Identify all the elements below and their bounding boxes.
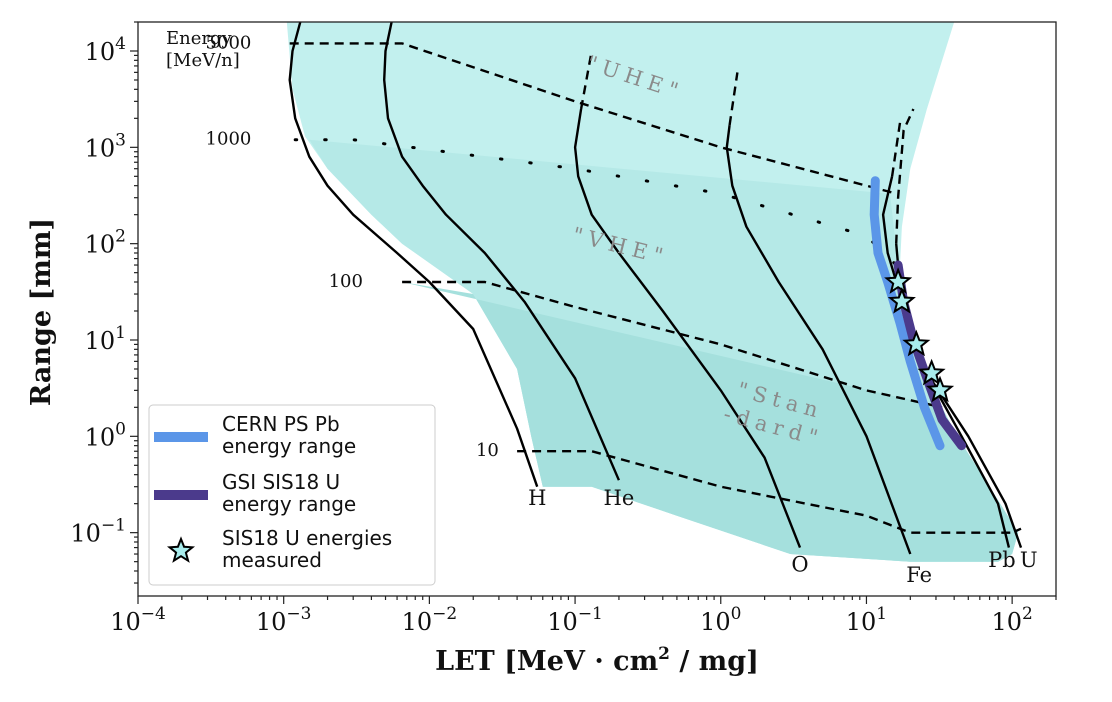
x-tick-label: 10−1 bbox=[547, 604, 603, 636]
measured-star-0 bbox=[884, 267, 913, 294]
particle-curve-dashed-U bbox=[895, 108, 915, 244]
particle-label-H: H bbox=[528, 486, 546, 510]
energy-header-line-0: Energy bbox=[166, 28, 233, 49]
particle-curve-dashed-Pb bbox=[890, 122, 902, 177]
particle-curve-Fe bbox=[725, 124, 912, 555]
energy-label-1000: 1000 bbox=[206, 129, 252, 150]
particle-label-Pb: Pb bbox=[988, 548, 1016, 572]
measured-star-3 bbox=[917, 358, 946, 386]
particle-curve-dashed-O bbox=[579, 50, 593, 110]
x-axis-label: LET [MeV · cm2 / mg] bbox=[435, 644, 759, 677]
y-tick-label: 10−1 bbox=[70, 516, 126, 548]
x-tick-label: 10−2 bbox=[402, 604, 458, 636]
particle-curve-H bbox=[288, 22, 539, 488]
measured-star-1 bbox=[887, 286, 916, 314]
particle-label-U: U bbox=[1020, 548, 1038, 572]
x-tick-label: 102 bbox=[991, 604, 1032, 636]
y-axis-label: Range [mm] bbox=[26, 218, 57, 406]
particle-label-He: He bbox=[604, 486, 635, 510]
legend-swatch-1 bbox=[154, 490, 208, 500]
legend-label-0: CERN PS Pb energy range bbox=[222, 412, 356, 458]
energy-line-100 bbox=[402, 280, 943, 409]
plot-frame bbox=[137, 21, 1057, 597]
particle-label-Fe: Fe bbox=[906, 563, 932, 587]
x-axis-label-exp: 2 bbox=[658, 644, 670, 664]
y-tick-label: 103 bbox=[85, 130, 126, 162]
legend-frame bbox=[148, 404, 436, 586]
legend-swatch-0 bbox=[154, 432, 208, 442]
y-axis-ticks: 10−1 100 101 102 103 104 bbox=[70, 21, 138, 584]
energy-line-1000 bbox=[293, 138, 898, 267]
energy-label-5000: 5000 bbox=[206, 32, 252, 53]
x-tick-label: 10−3 bbox=[256, 604, 312, 636]
x-tick-label: 100 bbox=[700, 604, 741, 636]
x-tick-label: 10−4 bbox=[110, 604, 166, 636]
energy-label-10: 10 bbox=[476, 440, 499, 461]
particle-curve-He bbox=[383, 22, 621, 481]
x-axis-ticks: 10−4 10−3 10−2 10−1 100 101 102 bbox=[110, 596, 1057, 636]
measured-star-4 bbox=[925, 375, 955, 403]
energy-header-line-1: [MeV/n] bbox=[166, 50, 240, 71]
y-tick-label: 102 bbox=[85, 227, 126, 259]
energy-header: Energy [MeV/n] bbox=[166, 28, 240, 71]
region-fill-2 bbox=[402, 282, 1019, 562]
x-axis-label-tail: / mg] bbox=[670, 646, 759, 677]
particle-curve-dashed-H bbox=[300, 22, 302, 23]
y-tick-label: 100 bbox=[85, 419, 126, 451]
cern-ps-pb-range bbox=[869, 176, 945, 451]
legend-star-swatch bbox=[166, 536, 196, 563]
x-axis-label-main: LET [MeV · cm bbox=[435, 646, 658, 677]
legend-label-2: SIS18 U energies measured bbox=[222, 526, 392, 572]
x-tick-label: 101 bbox=[846, 604, 887, 636]
y-tick-label: 104 bbox=[85, 34, 126, 66]
y-tick-label: 101 bbox=[85, 323, 126, 355]
particle-label-O: O bbox=[791, 553, 808, 577]
energy-label-100: 100 bbox=[329, 271, 363, 292]
particle-curve-O bbox=[573, 108, 802, 549]
measured-star-2 bbox=[902, 329, 931, 357]
measured-stars bbox=[884, 267, 955, 403]
particle-curve-dashed-Fe bbox=[728, 72, 739, 126]
region-fills bbox=[286, 22, 1019, 562]
